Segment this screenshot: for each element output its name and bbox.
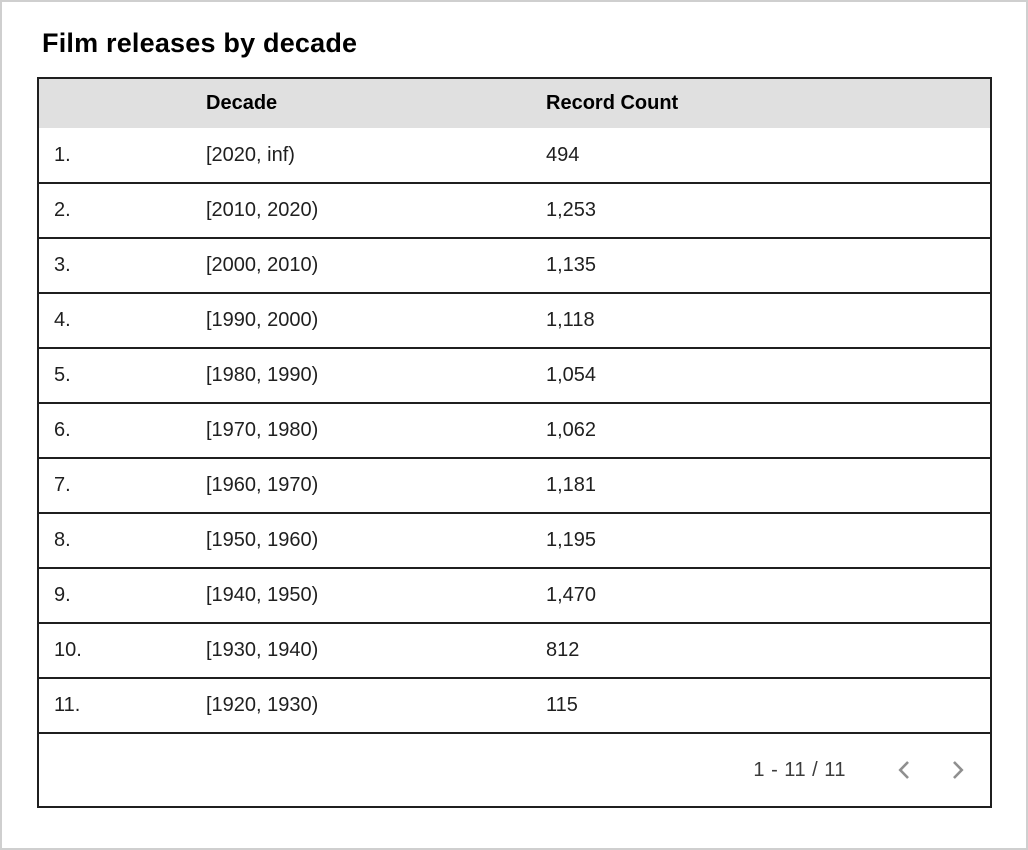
table-footer-row: 1 - 11 / 11 <box>38 733 991 807</box>
table-row: 8. [1950, 1960) 1,195 <box>38 513 991 568</box>
row-record-count-cell: 812 <box>546 639 580 661</box>
row-decade-cell: [1920, 1930) <box>206 694 319 716</box>
table-row: 7. [1960, 1970) 1,181 <box>38 458 991 513</box>
row-index-cell: 8. <box>54 529 71 551</box>
row-record-count-cell: 1,253 <box>546 199 597 221</box>
row-record-count-cell: 1,118 <box>546 309 595 331</box>
row-record-count-cell: 1,195 <box>546 529 597 551</box>
column-header-record-count[interactable]: Record Count <box>531 78 991 128</box>
row-index-cell: 2. <box>54 199 71 221</box>
pagination-range: 1 - 11 / 11 <box>753 758 846 781</box>
row-index-cell: 5. <box>54 364 71 386</box>
row-decade-cell: [1990, 2000) <box>206 309 319 331</box>
row-decade-cell: [2020, inf) <box>206 143 295 166</box>
table-row: 4. [1990, 2000) 1,118 <box>38 293 991 348</box>
row-decade-cell: [1950, 1960) <box>206 529 319 551</box>
chevron-left-icon <box>892 757 918 783</box>
row-index-cell: 7. <box>54 474 71 496</box>
table-row: 11. [1920, 1930) 115 <box>38 678 991 733</box>
row-decade-cell: [1960, 1970) <box>206 474 319 496</box>
prev-page-button[interactable] <box>892 757 918 783</box>
pagination-bar: 1 - 11 / 11 <box>39 734 990 806</box>
table-row: 2. [2010, 2020) 1,253 <box>38 183 991 238</box>
row-index-cell: 11. <box>54 694 81 716</box>
table-header-row: Decade Record Count <box>38 78 991 128</box>
table-row: 10. [1930, 1940) 812 <box>38 623 991 678</box>
table-row: 3. [2000, 2010) 1,135 <box>38 238 991 293</box>
row-decade-cell: [1930, 1940) <box>206 639 319 661</box>
row-index-cell: 6. <box>54 419 71 441</box>
table-widget: Film releases by decade Decade Record Co… <box>2 2 1026 808</box>
row-record-count-cell: 494 <box>546 143 580 166</box>
table-row: 9. [1940, 1950) 1,470 <box>38 568 991 623</box>
row-decade-cell: [1980, 1990) <box>206 364 319 386</box>
row-index-cell: 9. <box>54 584 71 606</box>
next-page-button[interactable] <box>944 757 970 783</box>
row-decade-cell: [1940, 1950) <box>206 584 319 606</box>
table-body: 1. [2020, inf) 494 2. [2010, 2020) 1,253… <box>38 128 991 733</box>
row-index-cell: 10. <box>54 639 82 661</box>
row-index-cell: 4. <box>54 309 71 331</box>
table-row: 6. [1970, 1980) 1,062 <box>38 403 991 458</box>
row-index-cell: 3. <box>54 254 71 276</box>
table-row: 1. [2020, inf) 494 <box>38 128 991 183</box>
column-header-index <box>38 78 191 128</box>
chevron-right-icon <box>944 757 970 783</box>
row-record-count-cell: 115 <box>546 694 578 716</box>
row-index-cell: 1. <box>54 143 71 166</box>
row-decade-cell: [2000, 2010) <box>206 254 319 276</box>
data-table: Decade Record Count 1. [2020, inf) 494 2… <box>37 77 992 808</box>
column-header-decade[interactable]: Decade <box>191 78 531 128</box>
row-record-count-cell: 1,181 <box>546 474 597 496</box>
row-record-count-cell: 1,062 <box>546 419 597 441</box>
table-row: 5. [1980, 1990) 1,054 <box>38 348 991 403</box>
row-record-count-cell: 1,470 <box>546 584 597 606</box>
row-record-count-cell: 1,054 <box>546 364 597 386</box>
row-decade-cell: [1970, 1980) <box>206 419 319 441</box>
page-title: Film releases by decade <box>42 28 358 58</box>
row-decade-cell: [2010, 2020) <box>206 199 319 221</box>
row-record-count-cell: 1,135 <box>546 254 597 276</box>
